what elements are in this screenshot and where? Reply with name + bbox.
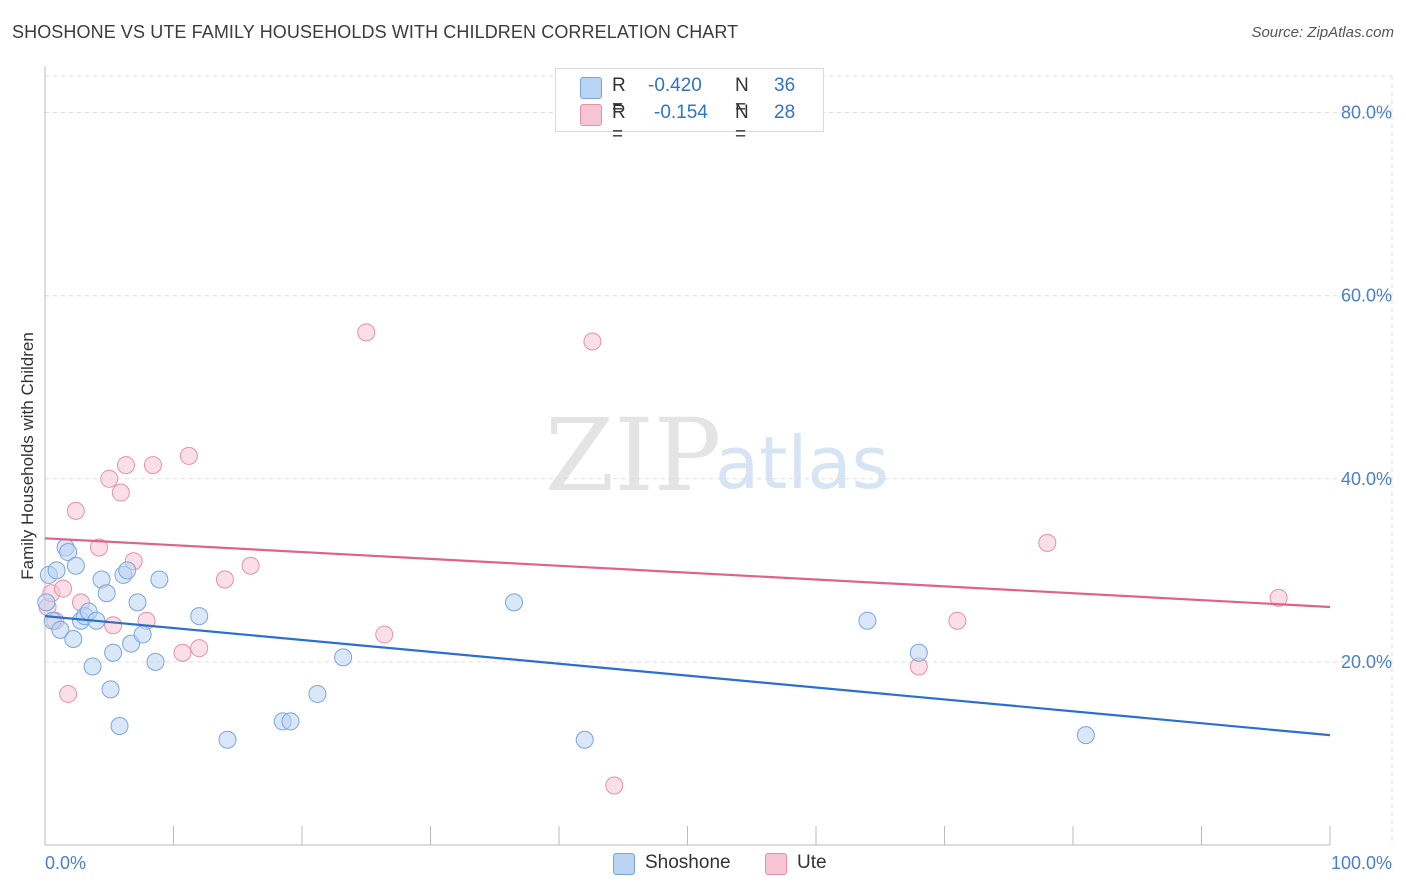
shoshone-point (59, 543, 78, 562)
legend-n-label: N = (735, 75, 749, 118)
watermark-atlas: atlas (715, 421, 889, 505)
ute-swatch (765, 853, 787, 875)
shoshone-point (83, 657, 102, 676)
stats-legend: R = -0.420 N = 36 R = -0.154 N = 28 (555, 68, 824, 145)
ute-point (143, 456, 162, 475)
shoshone-point (150, 570, 169, 589)
shoshone-point (118, 561, 137, 580)
ute-point (173, 643, 192, 662)
ute-point (179, 446, 198, 465)
x-tick-label: 100.0% (1331, 853, 1392, 873)
ute-trendline (44, 537, 1331, 609)
shoshone-point (51, 620, 70, 639)
shoshone-point (858, 611, 877, 630)
legend-r-value-shoshone: -0.420 (648, 75, 702, 96)
shoshone-swatch (580, 77, 602, 99)
ute-point (111, 483, 130, 502)
source-label: Source: ZipAtlas.com (1251, 24, 1394, 41)
legend-n-value-shoshone: 36 (774, 75, 796, 96)
shoshone-point (281, 712, 300, 731)
shoshone-point (909, 643, 928, 662)
y-tick-label: 60.0% (1341, 286, 1392, 306)
shoshone-point (146, 652, 165, 671)
legend-n-label: N = (735, 102, 749, 145)
shoshone-point (334, 648, 353, 667)
ute-point (357, 323, 376, 342)
y-tick-label: 80.0% (1341, 103, 1392, 123)
shoshone-point (37, 593, 56, 612)
shoshone-point (66, 556, 85, 575)
ute-swatch (580, 104, 602, 126)
legend-n-value-ute: 28 (774, 102, 796, 123)
y-tick-label: 40.0% (1341, 469, 1392, 489)
shoshone-swatch (613, 853, 635, 875)
x-tick-label: 0.0% (45, 853, 86, 873)
shoshone-point (575, 730, 594, 749)
shoshone-point (505, 593, 524, 612)
shoshone-point (97, 584, 116, 603)
legend-r-label: R = (612, 75, 626, 118)
ute-point (190, 639, 209, 658)
ute-point (104, 616, 123, 635)
shoshone-point (218, 730, 237, 749)
shoshone-point (64, 630, 83, 649)
ute-point (66, 501, 85, 520)
shoshone-point (308, 684, 327, 703)
ute-point (605, 776, 624, 795)
shoshone-point (104, 643, 123, 662)
shoshone-point (110, 716, 129, 735)
shoshone-point (190, 607, 209, 626)
ute-point (89, 538, 108, 557)
watermark-zip: ZIP (545, 397, 721, 514)
ute-point (59, 684, 78, 703)
chart-title: SHOSHONE VS UTE FAMILY HOUSEHOLDS WITH C… (12, 22, 739, 42)
ute-point (241, 556, 260, 575)
y-tick-label: 20.0% (1341, 652, 1392, 672)
ute-point (375, 625, 394, 644)
bottom-legend-shoshone-label: Shoshone (645, 852, 731, 873)
shoshone-point (47, 561, 66, 580)
ute-point (1269, 588, 1288, 607)
ute-point (116, 456, 135, 475)
ute-point (583, 332, 602, 351)
shoshone-point (1076, 726, 1095, 745)
shoshone-point (101, 680, 120, 699)
legend-r-label: R = (612, 102, 626, 145)
ute-point (1038, 533, 1057, 552)
bottom-legend-ute-label: Ute (797, 852, 827, 873)
ute-point (215, 570, 234, 589)
legend-r-value-ute: -0.154 (654, 102, 708, 123)
shoshone-trendline (44, 615, 1331, 737)
ute-point (948, 611, 967, 630)
ute-point (100, 469, 119, 488)
shoshone-point (128, 593, 147, 612)
ute-point (53, 579, 72, 598)
shoshone-point (133, 625, 152, 644)
